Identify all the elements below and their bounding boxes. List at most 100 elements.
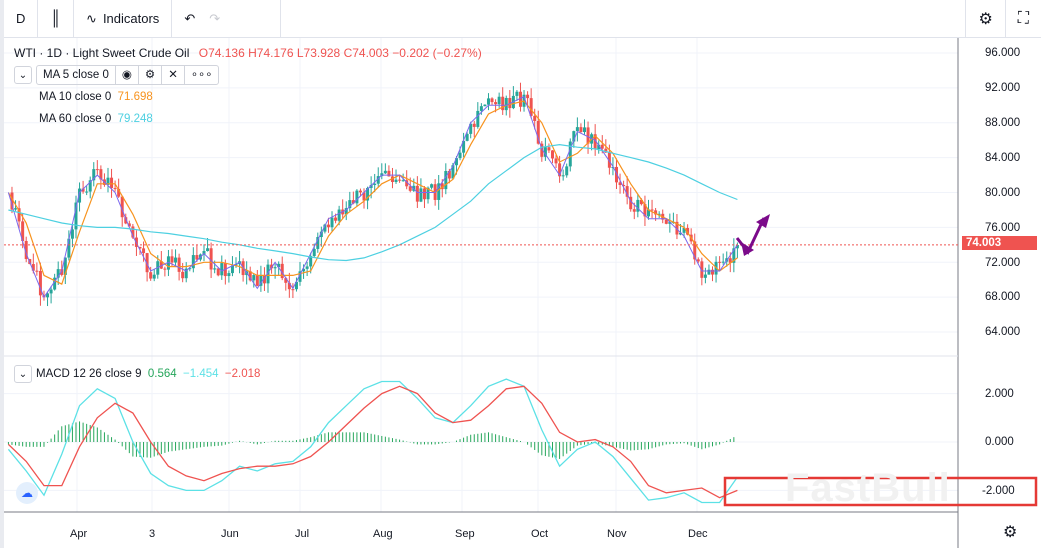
candle-body [547, 147, 551, 151]
price-tick: 80.000 [985, 187, 1021, 199]
candle-body [216, 268, 220, 276]
interval-button[interactable]: D [4, 0, 39, 38]
candle-body [220, 263, 224, 276]
ma60-line [8, 143, 738, 262]
candle-body [458, 152, 462, 159]
candle-body [74, 202, 78, 230]
candle-body [540, 143, 544, 157]
candle-body [622, 184, 626, 187]
candle-body [348, 200, 352, 209]
candle-body [582, 127, 586, 133]
candle-body [415, 185, 419, 202]
candle-body [358, 190, 362, 193]
candle-body [337, 209, 341, 221]
candle-body [85, 191, 89, 193]
ma60-legend: MA 60 close 0 79.248 [39, 113, 153, 125]
candle-body [177, 257, 181, 272]
macd-line [7, 378, 738, 504]
time-tick: Oct [531, 528, 549, 540]
candle-body [305, 266, 309, 269]
candle-body [408, 186, 412, 191]
low-value: L73.928 [296, 46, 341, 60]
candle-body [614, 166, 618, 183]
candle-body [373, 183, 377, 186]
candle-body [721, 261, 725, 263]
candle-body [298, 271, 302, 282]
macd-legend: ⌄ MACD 12 26 close 9 0.564 −1.454 −2.018 [14, 365, 260, 383]
candle-body [344, 208, 348, 215]
time-tick: Dec [688, 528, 708, 540]
candle-body [447, 170, 451, 179]
candle-body [206, 248, 210, 252]
candle-body [711, 269, 715, 275]
candle-body [213, 268, 217, 270]
gear-icon[interactable]: ⚙ [139, 66, 163, 84]
candle-body [10, 192, 14, 210]
eye-icon[interactable]: ◉ [116, 66, 139, 84]
candle-body [718, 261, 722, 263]
candle-body [568, 141, 572, 167]
close-icon[interactable]: ✕ [162, 66, 185, 84]
candle-body [494, 102, 498, 105]
candle-body [529, 98, 533, 116]
indicators-label: Indicators [102, 11, 160, 26]
candle-body [284, 278, 288, 283]
candle-body [302, 268, 306, 272]
macd-hist-value: 0.564 [147, 368, 177, 380]
candle-body [117, 188, 121, 197]
candle-body [543, 147, 547, 157]
candle-body [252, 275, 256, 281]
price-tick: 88.000 [985, 117, 1021, 129]
more-icon[interactable]: ∘∘∘ [190, 69, 213, 81]
interval-label: D [16, 11, 26, 26]
chart-type-button[interactable]: ║ [38, 0, 75, 38]
arrow-head-icon [756, 214, 770, 228]
candle-body [462, 140, 466, 153]
candle-body [597, 144, 601, 149]
candle-body [266, 264, 270, 284]
candle-body [259, 274, 263, 286]
candle-body [191, 255, 195, 269]
candle-body [362, 192, 366, 201]
chart-toolbar: D ║ ∿ Indicators ↶ ↷ ⚙ ⛶ [4, 0, 1041, 38]
candle-body [394, 179, 398, 182]
settings-icon[interactable]: ⚙ [1003, 524, 1018, 541]
price-tick: 76.000 [985, 222, 1021, 234]
candle-body [70, 229, 74, 239]
candle-body [518, 91, 522, 107]
candle-body [579, 127, 583, 133]
candle-body [451, 165, 455, 179]
settings-icon[interactable]: ⚙ [965, 0, 1004, 38]
macd-tick: 0.000 [985, 436, 1014, 448]
high-value: H74.176 [248, 46, 294, 60]
candle-body [654, 210, 658, 215]
collapse-chevron-icon[interactable]: ⌄ [14, 66, 32, 84]
candle-body [526, 94, 530, 99]
indicators-button[interactable]: ∿ Indicators [74, 0, 173, 38]
candle-body [127, 223, 131, 227]
candle-body [209, 248, 213, 270]
time-tick: Jul [295, 528, 310, 540]
tradingview-logo-icon[interactable]: ☁ [16, 482, 38, 504]
candle-body [294, 281, 298, 290]
redo-icon[interactable]: ↷ [209, 10, 221, 26]
candle-body [383, 170, 387, 174]
collapse-chevron-icon[interactable]: ⌄ [14, 365, 32, 383]
undo-icon[interactable]: ↶ [184, 10, 196, 26]
candle-body [46, 293, 50, 298]
chart-canvas[interactable] [4, 38, 1041, 548]
candle-body [465, 133, 469, 141]
candle-body [291, 289, 295, 291]
candle-body [49, 289, 53, 294]
candle-body [124, 217, 128, 224]
time-tick: Sep [455, 528, 475, 540]
candle-body [643, 204, 647, 217]
candle-body [686, 227, 690, 235]
fullscreen-icon[interactable]: ⛶ [1004, 0, 1041, 38]
candle-body [618, 182, 622, 185]
candle-body [88, 180, 92, 192]
candle-body [405, 180, 409, 187]
candle-body [163, 268, 167, 270]
candle-body [334, 217, 338, 221]
time-tick: 3 [149, 528, 156, 540]
